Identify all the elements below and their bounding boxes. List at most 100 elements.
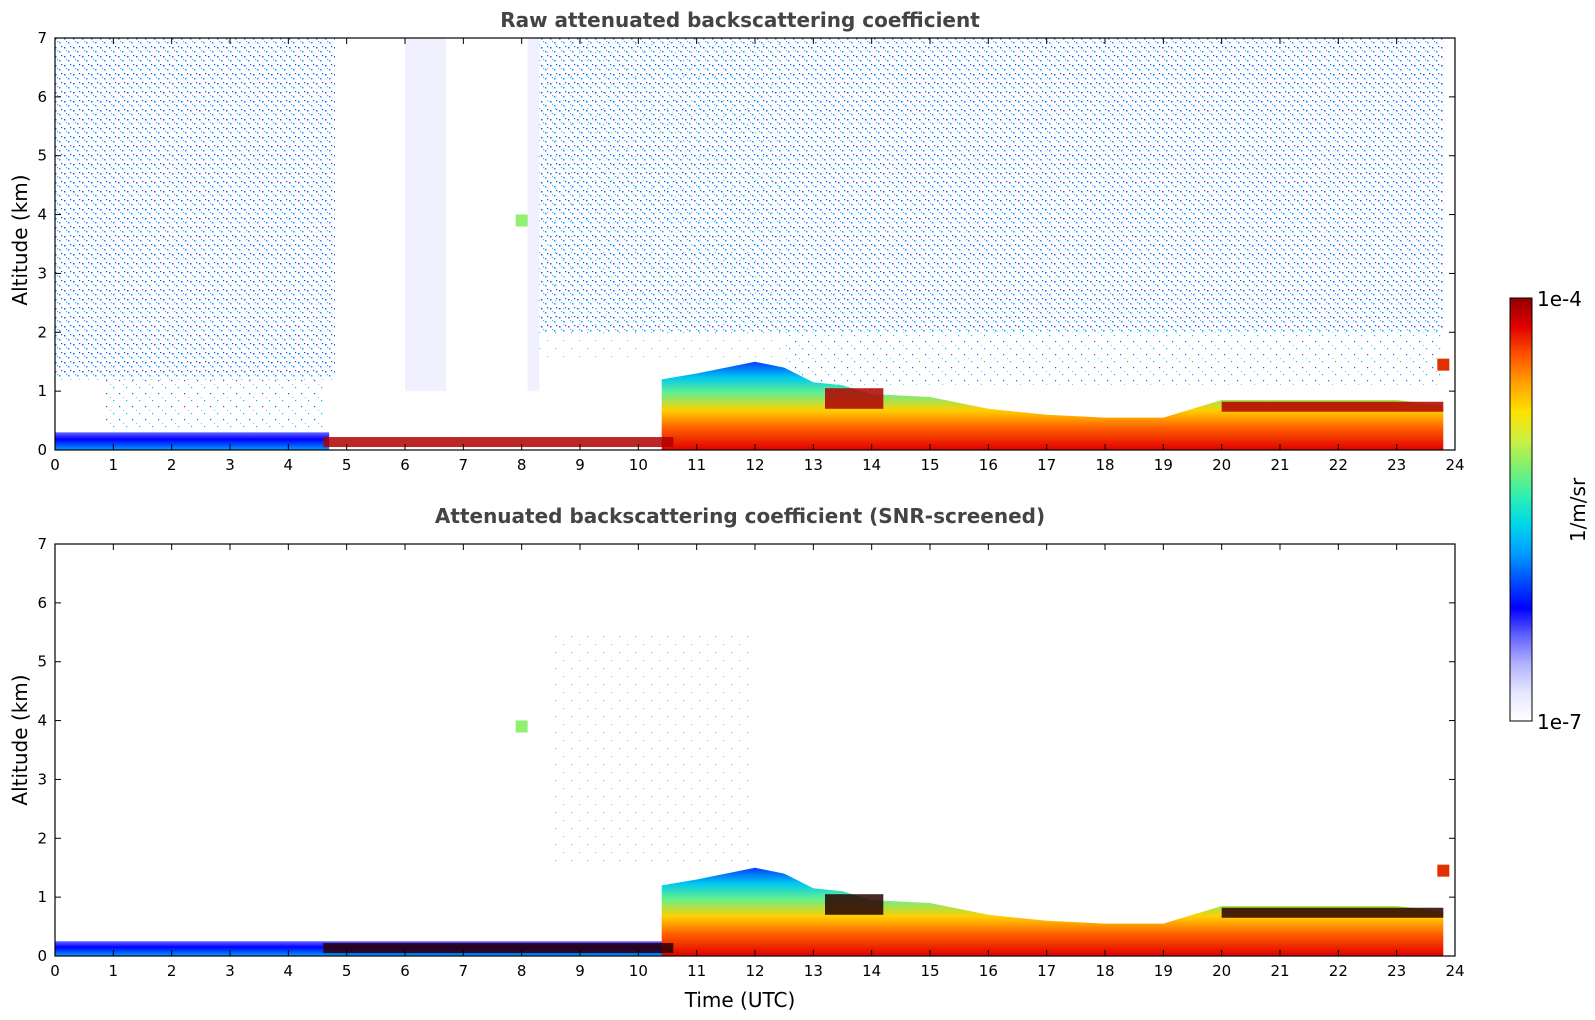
x-tick-label: 3 <box>225 962 235 980</box>
x-tick-label: 13 <box>804 962 823 980</box>
x-tick-label: 19 <box>1154 456 1173 474</box>
x-tick-label: 23 <box>1387 456 1406 474</box>
y-tick-label: 3 <box>37 264 47 282</box>
cloud-feature <box>515 720 528 733</box>
x-tick-label: 23 <box>1387 962 1406 980</box>
x-tick-label: 13 <box>804 456 823 474</box>
raw-panel: Raw attenuated backscattering coefficien… <box>8 8 1465 474</box>
aerosol-layer <box>661 867 1444 956</box>
raw-panel-x-ticks: 0 1 2 3 4 5 6 7 8 9 10 11 12 13 14 15 16 17 18 19 20 21 22 23 24 <box>50 38 1465 474</box>
boundary-layer <box>55 432 330 450</box>
colorbar-max-label: 1e-4 <box>1537 287 1582 311</box>
x-tick-label: 1 <box>109 962 119 980</box>
x-tick-label: 3 <box>225 456 235 474</box>
x-tick-label: 8 <box>517 456 527 474</box>
colorbar-min-label: 1e-7 <box>1537 710 1582 734</box>
faint-column <box>527 38 540 392</box>
y-tick-label: 4 <box>37 712 47 730</box>
x-tick-label: 24 <box>1445 456 1464 474</box>
y-tick-label: 6 <box>37 88 47 106</box>
x-tick-label: 8 <box>517 962 527 980</box>
noise-region <box>55 38 335 380</box>
y-tick-label: 0 <box>37 947 47 965</box>
x-tick-label: 14 <box>862 456 881 474</box>
x-tick-label: 14 <box>862 962 881 980</box>
x-tick-label: 0 <box>50 962 60 980</box>
raw-panel-y-label: Altitude (km) <box>8 174 32 305</box>
x-tick-label: 0 <box>50 456 60 474</box>
noise-region <box>539 38 785 362</box>
y-tick-label: 4 <box>37 206 47 224</box>
colorbar-bar <box>1509 297 1533 722</box>
screened-panel-title: Attenuated backscattering coefficient (S… <box>435 504 1045 528</box>
x-tick-label: 1 <box>109 456 119 474</box>
x-tick-label: 24 <box>1445 962 1464 980</box>
strong-layer <box>825 894 884 915</box>
strong-layer <box>825 388 884 409</box>
x-tick-label: 11 <box>687 962 706 980</box>
y-tick-label: 1 <box>37 382 47 400</box>
y-tick-label: 5 <box>37 653 47 671</box>
x-tick-label: 21 <box>1270 456 1289 474</box>
cloud-feature <box>1437 864 1450 877</box>
x-tick-label: 10 <box>629 456 648 474</box>
x-tick-label: 20 <box>1212 456 1231 474</box>
x-tick-label: 15 <box>920 962 939 980</box>
y-tick-label: 3 <box>37 770 47 788</box>
x-tick-label: 12 <box>745 456 764 474</box>
x-tick-label: 2 <box>167 456 177 474</box>
cloud-feature <box>1437 358 1450 371</box>
y-tick-label: 7 <box>37 29 47 47</box>
screened-panel-heatmap <box>55 632 1450 956</box>
x-tick-label: 19 <box>1154 962 1173 980</box>
screened-panel-y-ticks: 0 1 2 3 4 5 6 7 <box>37 535 1455 965</box>
y-tick-label: 2 <box>37 829 47 847</box>
aerosol-layer <box>661 361 1444 450</box>
x-tick-label: 16 <box>979 962 998 980</box>
y-tick-label: 5 <box>37 147 47 165</box>
x-tick-label: 20 <box>1212 962 1231 980</box>
raw-panel-heatmap <box>55 38 1450 450</box>
noise-region <box>784 332 1444 386</box>
x-tick-label: 9 <box>575 962 585 980</box>
x-tick-label: 17 <box>1037 456 1056 474</box>
x-tick-label: 17 <box>1037 962 1056 980</box>
strong-layer <box>1221 401 1444 412</box>
cloud-feature <box>515 214 528 227</box>
x-tick-label: 22 <box>1329 456 1348 474</box>
x-tick-label: 6 <box>400 962 410 980</box>
x-tick-label: 15 <box>920 456 939 474</box>
x-tick-label: 4 <box>284 456 294 474</box>
screened-panel-x-ticks: 0 1 2 3 4 5 6 7 8 9 10 11 12 13 14 15 16 17 18 19 20 21 22 23 24 <box>50 544 1465 980</box>
x-tick-label: 6 <box>400 456 410 474</box>
colorbar: 1e-4 1e-7 1/m/sr <box>1509 287 1590 734</box>
x-tick-label: 5 <box>342 962 352 980</box>
x-tick-label: 21 <box>1270 962 1289 980</box>
x-tick-label: 4 <box>284 962 294 980</box>
y-tick-label: 6 <box>37 594 47 612</box>
x-tick-label: 7 <box>459 456 469 474</box>
x-tick-label: 22 <box>1329 962 1348 980</box>
x-axis-label: Time (UTC) <box>684 988 796 1012</box>
x-tick-label: 11 <box>687 456 706 474</box>
faint-column <box>405 38 446 392</box>
x-tick-label: 18 <box>1095 962 1114 980</box>
x-tick-label: 12 <box>745 962 764 980</box>
x-tick-label: 18 <box>1095 456 1114 474</box>
y-tick-label: 0 <box>37 441 47 459</box>
raw-panel-title: Raw attenuated backscattering coefficien… <box>500 8 980 32</box>
screened-panel: Attenuated backscattering coefficient (S… <box>8 504 1465 1012</box>
x-tick-label: 10 <box>629 962 648 980</box>
x-tick-label: 2 <box>167 962 177 980</box>
x-tick-label: 5 <box>342 456 352 474</box>
y-tick-label: 7 <box>37 535 47 553</box>
strong-layer <box>323 437 674 448</box>
colorbar-unit-label: 1/m/sr <box>1566 477 1590 542</box>
strong-layer <box>1221 907 1444 918</box>
x-tick-label: 16 <box>979 456 998 474</box>
x-tick-label: 9 <box>575 456 585 474</box>
x-tick-label: 7 <box>459 962 469 980</box>
raw-panel-y-ticks: 0 1 2 3 4 5 6 7 <box>37 29 1455 459</box>
y-tick-label: 2 <box>37 323 47 341</box>
